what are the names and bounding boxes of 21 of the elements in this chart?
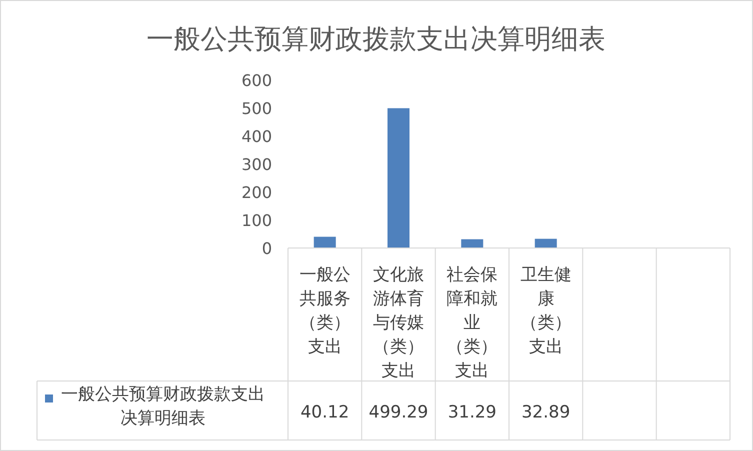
bar: [534, 238, 557, 248]
data-label: 31.29: [448, 402, 497, 422]
x-tick-label: 卫生健康（类）支出: [520, 265, 572, 357]
legend-label: 一般公共预算财政拨款支出决算明细表: [61, 384, 265, 428]
bar: [461, 239, 484, 248]
bar: [388, 108, 410, 248]
y-tick-label: 100: [241, 211, 272, 230]
data-label: 499.29: [368, 402, 428, 422]
y-tick-label: 300: [241, 155, 272, 174]
x-tick-label: 一般公共服务（类）支出: [299, 265, 350, 357]
y-tick-label: 0: [262, 239, 272, 258]
y-tick-label: 500: [241, 99, 272, 118]
y-tick-label: 200: [241, 183, 272, 202]
x-tick-label: 社会保障和就业（类）支出: [446, 265, 498, 381]
y-tick-label: 400: [241, 127, 272, 146]
y-tick-label: 600: [241, 71, 272, 90]
data-label: 40.12: [300, 402, 350, 422]
x-tick-label: 文化旅游体育与传媒（类）支出: [373, 265, 424, 381]
bar: [314, 236, 336, 248]
chart-title: 一般公共预算财政拨款支出决算明细表: [146, 24, 606, 55]
data-label: 32.89: [521, 402, 570, 422]
